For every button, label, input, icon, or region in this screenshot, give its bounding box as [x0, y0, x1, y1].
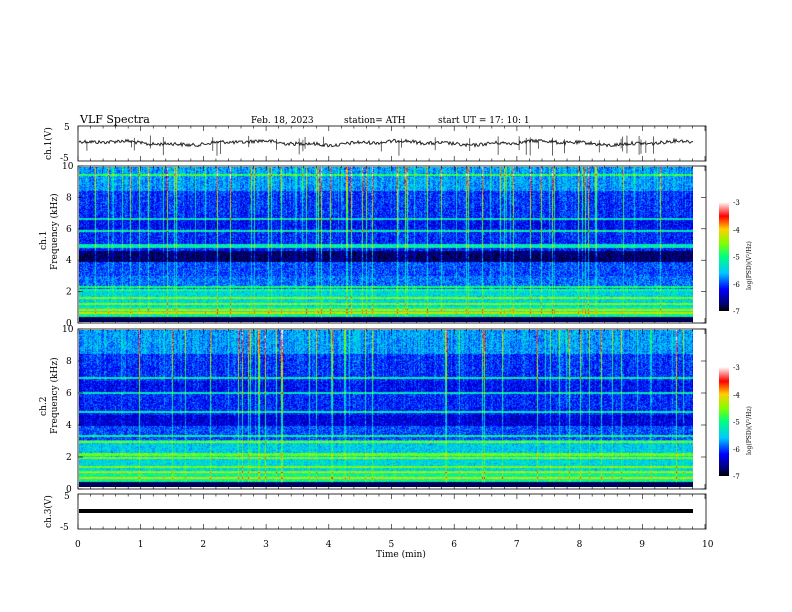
- colorbar-ch2-label: log(PSD)(V²/Hz): [746, 406, 753, 455]
- colorbar-ch1-ticks: -3 -4 -5 -6 -7: [733, 199, 740, 316]
- colorbar-tick-label: -6: [733, 446, 740, 454]
- freq-tick-label: 4: [66, 256, 72, 266]
- x-tick-label: 0: [75, 540, 81, 550]
- ch1-waveform-line: [78, 137, 694, 149]
- ch1-spikes: [86, 135, 654, 156]
- header-date: Feb. 18, 2023: [251, 116, 314, 126]
- colorbar-ch1-label: log(PSD)(V²/Hz): [746, 241, 753, 290]
- x-tick-label: 10: [702, 540, 714, 550]
- ch1-spec-ylabel: ch.1: [39, 231, 49, 250]
- colorbar-tick-label: -5: [733, 254, 740, 262]
- ch3-ytick-top: 5: [64, 492, 70, 502]
- colorbar-tick-label: -5: [733, 419, 740, 427]
- ch3-ytick-bottom: -5: [60, 523, 69, 533]
- freq-tick-label: 6: [66, 389, 72, 399]
- colorbar-ch1-bar: [719, 202, 729, 311]
- freq-tick-label: 0: [66, 319, 72, 329]
- header-station: station= ATH: [344, 116, 406, 126]
- x-tick-label: 9: [639, 540, 645, 550]
- colorbar-tick-label: -6: [733, 281, 740, 289]
- freq-tick-label: 2: [66, 288, 72, 298]
- ch2-spec-ylabel: ch.2: [39, 397, 49, 416]
- freq-tick-label: 10: [62, 325, 74, 335]
- x-axis-label: Time (min): [376, 549, 426, 560]
- header-start-ut: start UT = 17: 10: 1: [438, 116, 530, 126]
- colorbar-ch2-ticks: -3 -4 -5 -6 -7: [733, 364, 740, 481]
- colorbar-tick-label: -7: [733, 473, 740, 481]
- ch1-waveform-panel: 5 -5 ch.1(V): [43, 123, 707, 164]
- x-tick-marks: [77, 126, 706, 529]
- ch2-spectrogram-panel: 0 2 4 6 8 10 ch.2 Frequency (kHz): [39, 325, 707, 495]
- ch3-ylabel: ch.3(V): [43, 495, 54, 528]
- ch1-spectrogram-panel: 0 2 4 6 8 10 ch.1 Frequency (kHz): [39, 162, 707, 329]
- colorbar-ch2: -3 -4 -5 -6 -7 log(PSD)(V²/Hz): [719, 364, 753, 481]
- ch1-freq-ticks: 0 2 4 6 8 10: [62, 162, 706, 329]
- colorbar-tick-label: -4: [733, 226, 740, 234]
- ch2-freq-ylabel: Frequency (kHz): [49, 357, 60, 434]
- colorbar-tick-label: -3: [733, 364, 740, 372]
- colorbar-ch1: -3 -4 -5 -6 -7 log(PSD)(V²/Hz): [719, 199, 753, 316]
- freq-tick-label: 8: [66, 193, 72, 203]
- x-tick-label: 3: [263, 540, 269, 550]
- freq-tick-label: 6: [66, 225, 72, 235]
- x-tick-label: 1: [138, 540, 144, 550]
- freq-tick-label: 4: [66, 421, 72, 431]
- freq-tick-label: 10: [62, 162, 74, 172]
- ch1-ylabel: ch.1(V): [43, 127, 54, 160]
- freq-tick-label: 8: [66, 357, 72, 367]
- x-tick-label: 2: [200, 540, 206, 550]
- ch1-freq-ylabel: Frequency (kHz): [49, 193, 60, 270]
- colorbar-tick-label: -3: [733, 199, 740, 207]
- freq-tick-label: 0: [66, 485, 72, 495]
- x-tick-label: 5: [389, 540, 395, 550]
- ch1-ytick-top: 5: [64, 123, 70, 133]
- colorbar-ch2-bar: [719, 367, 729, 476]
- x-tick-label: 8: [577, 540, 583, 550]
- ch1-ytick-bottom: -5: [60, 154, 69, 164]
- freq-tick-label: 2: [66, 453, 72, 463]
- x-tick-label: 4: [326, 540, 332, 550]
- x-tick-labels: 0 1 2 3 4 5 6 7 8 9 10: [75, 540, 714, 550]
- figure-title: VLF Spectra: [79, 113, 150, 126]
- x-tick-label: 6: [451, 540, 457, 550]
- x-tick-label: 7: [514, 540, 520, 550]
- colorbar-tick-label: -4: [733, 391, 740, 399]
- ch2-freq-ticks: 0 2 4 6 8 10: [62, 325, 706, 495]
- ch3-waveform-panel: 5 -5 ch.3(V): [43, 492, 707, 533]
- ch2-spectrogram-image: [79, 330, 693, 487]
- colorbar-tick-label: -7: [733, 308, 740, 316]
- ch1-spectrogram-image: [79, 167, 693, 322]
